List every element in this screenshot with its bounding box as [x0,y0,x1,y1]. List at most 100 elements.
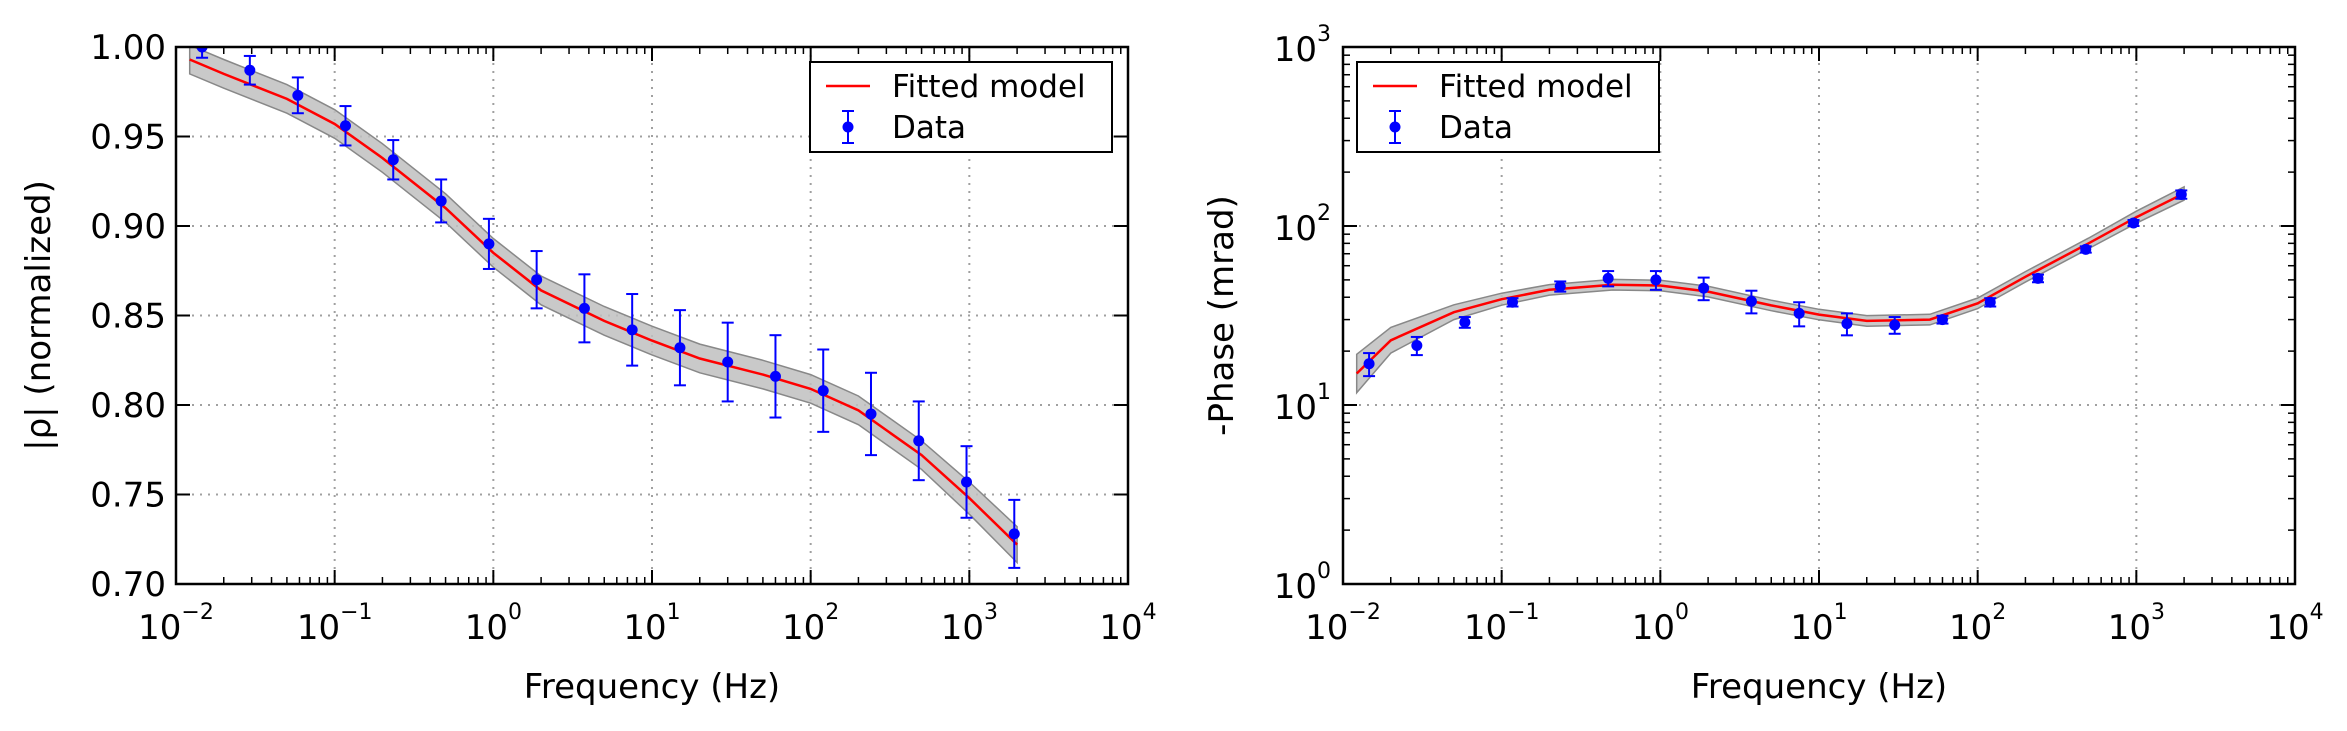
x-tick-label-base: 10 [2266,608,2309,648]
x-tick-label-base: 10 [782,608,825,648]
y-tick-label: 1.00 [90,28,166,68]
x-tick-label-exp: 3 [2151,600,2165,625]
legend-label-data: Data [1439,110,1513,146]
y-tick-label-exp: 1 [1317,380,1331,405]
y-tick-label: 103 [1274,22,1331,70]
y-tick-label: 0.80 [90,386,166,426]
data-marker [1698,282,1710,294]
data-point [1888,316,1901,335]
data-marker [1506,296,1518,308]
legend-box [1356,61,1660,153]
data-point [2079,243,2092,255]
fitted-model-line [189,58,1018,546]
y-axis-title: |ρ| (normalized) [19,180,59,451]
y-tick-label: 0.70 [90,565,166,605]
data-marker [578,302,590,314]
data-point [912,400,925,482]
fit-uncertainty-band [1355,185,2185,395]
y-tick-label-exp: 3 [1317,22,1331,47]
data-marker [769,370,781,382]
legend-label-fit: Fitted model [892,69,1086,105]
x-tick-label-exp: 3 [984,600,998,625]
data-point [1410,335,1423,357]
y-tick-label: 101 [1274,380,1331,428]
data-point [1458,316,1471,329]
data-marker [483,238,495,250]
y-tick-label: 100 [1274,559,1331,607]
x-axis-title: Frequency (Hz) [524,667,780,707]
data-point [721,321,734,403]
data-point [2031,272,2044,284]
x-tick-label-base: 10 [297,608,340,648]
x-tick-label-base: 10 [1099,608,1142,648]
data-marker [1363,358,1375,370]
x-tick-label-exp: 2 [825,600,839,625]
data-marker [2032,272,2044,284]
x-tick-label-base: 10 [1632,608,1675,648]
legend-data-marker [842,121,854,133]
x-tick-label: 101 [623,600,680,648]
x-tick-label: 100 [465,600,522,648]
x-tick-label: 101 [1790,600,1847,648]
data-point [196,47,209,59]
data-marker [1889,319,1901,331]
x-tick-label-exp: −1 [1507,600,1539,625]
legend-data-marker [1389,121,1401,133]
x-tick-label-exp: 0 [508,600,522,625]
data-marker [626,324,638,336]
data-point [864,371,877,457]
data-point [1554,280,1567,293]
x-tick-label: 103 [2108,600,2165,648]
data-marker [817,385,829,397]
data-point [2175,188,2188,200]
data-point [530,250,543,310]
x-tick-label: 10−1 [297,600,373,648]
data-marker [1984,296,1996,308]
data-marker [387,154,399,166]
legend-label-fit: Fitted model [1439,69,1633,105]
y-tick-label-exp: 2 [1317,201,1331,226]
data-point [339,105,352,147]
x-tick-label-base: 10 [941,608,984,648]
data-marker [292,89,304,101]
x-tick-label: 102 [782,600,839,648]
x-tick-label: 10−2 [1305,600,1381,648]
y-tick-label: 0.90 [90,207,166,247]
x-tick-label-base: 10 [465,608,508,648]
plot-frame [174,45,1130,586]
data-point [482,217,495,270]
y-tick-label-base: 10 [1274,567,1317,607]
data-point [1793,301,1806,328]
data-point [1602,270,1615,288]
chart-panel-phase: 10−2 10−1 100 101 102 103 104100101102103Frequ… [1202,22,2324,707]
data-marker [674,342,686,354]
x-tick-label-base: 10 [2108,608,2151,648]
data-marker [1936,314,1948,326]
data-marker [435,195,447,207]
data-marker [1745,295,1757,307]
data-point [1008,498,1021,569]
data-point [2127,217,2140,229]
legend-label-data: Data [892,110,966,146]
data-point [1649,270,1662,291]
x-tick-label-base: 10 [1464,608,1507,648]
data-marker [913,435,925,447]
x-tick-label-exp: 4 [1143,600,1157,625]
x-tick-label-exp: 2 [1992,600,2006,625]
y-tick-label-base: 10 [1274,209,1317,249]
fitted-model-line [1355,192,2185,375]
x-tick-label-exp: −2 [1348,600,1380,625]
data-point [1363,352,1376,378]
data-marker [722,356,734,368]
fit-uncertainty-band [188,47,1018,565]
data-marker [339,120,351,132]
data-point [578,273,591,344]
plot-frame [1341,45,2297,586]
data-point [435,178,448,224]
x-tick-label-exp: 0 [1675,600,1689,625]
legend: Fitted model Data [809,61,1113,153]
x-axis-title: Frequency (Hz) [1691,667,1947,707]
x-tick-label-exp: −2 [181,600,213,625]
y-tick-label-exp: 0 [1317,559,1331,584]
